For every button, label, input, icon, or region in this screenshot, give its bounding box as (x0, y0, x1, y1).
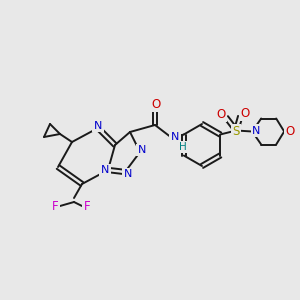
Text: H: H (179, 142, 187, 152)
Text: N: N (252, 125, 260, 136)
Text: F: F (52, 200, 58, 214)
Text: O: O (217, 108, 226, 121)
Text: O: O (152, 98, 160, 110)
Text: F: F (84, 200, 90, 214)
Text: N: N (124, 169, 132, 179)
Text: N: N (138, 145, 146, 155)
Text: S: S (232, 125, 240, 138)
Text: N: N (101, 165, 109, 175)
Text: O: O (241, 107, 250, 120)
Text: O: O (286, 125, 295, 138)
Text: N: N (94, 121, 102, 131)
Text: N: N (171, 132, 179, 142)
